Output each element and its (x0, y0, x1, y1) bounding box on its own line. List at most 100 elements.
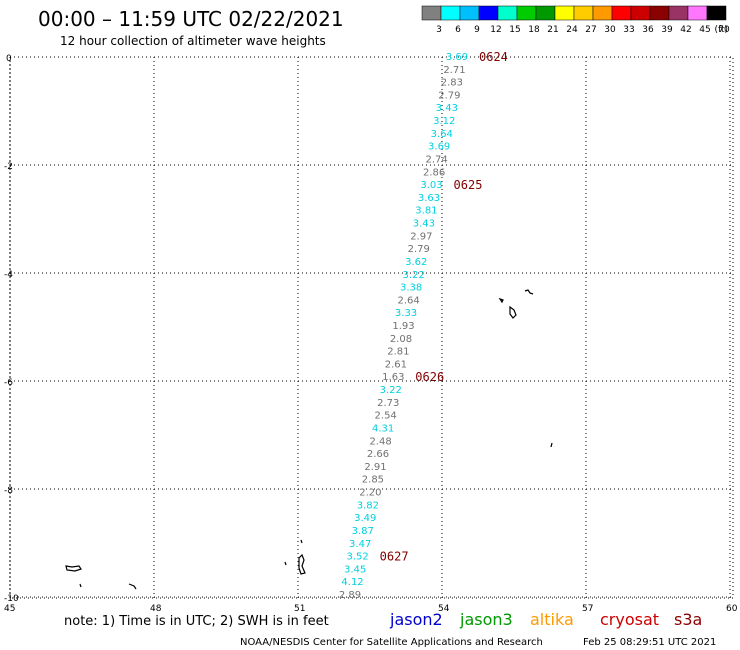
wave-height-value: 2.97 (410, 231, 432, 242)
color-scale-label: 27 (585, 25, 596, 35)
wave-height-value: 3.63 (418, 193, 440, 204)
wave-height-value: 2.73 (377, 398, 399, 409)
color-swatch (440, 5, 461, 21)
color-swatch (421, 5, 442, 21)
wave-height-value: 3.43 (413, 219, 435, 230)
map-subtitle: 12 hour collection of altimeter wave hei… (60, 34, 326, 48)
lon-label: 57 (582, 604, 593, 614)
wave-height-value: 2.08 (390, 334, 412, 345)
footer-note: note: 1) Time is in UTC; 2) SWH is in fe… (64, 614, 329, 629)
color-swatch (611, 5, 632, 21)
island-shape (498, 297, 504, 304)
wave-height-value: 2.20 (359, 488, 381, 499)
color-swatch (687, 5, 708, 21)
color-scale-label: 24 (566, 25, 578, 35)
lat-label: -6 (4, 378, 13, 388)
lon-label: 48 (150, 604, 162, 614)
wave-height-value: 3.03 (420, 180, 442, 191)
satellite-name: jason2 (389, 610, 443, 629)
color-scale-label: 21 (547, 25, 558, 35)
track-time-label: 0627 (380, 550, 409, 564)
wave-height-value: 2.71 (443, 65, 465, 76)
island-shape (524, 289, 534, 295)
island-shape (298, 553, 306, 575)
wave-height-value: 2.81 (387, 347, 409, 358)
color-swatch (516, 5, 537, 21)
wave-height-value: 2.89 (339, 590, 361, 601)
color-swatch (535, 5, 556, 21)
color-scale-label: 39 (661, 25, 673, 35)
track-time-label: 0625 (454, 178, 483, 192)
satellite-name: altika (530, 610, 574, 629)
wave-height-value: 3.81 (415, 206, 437, 217)
lat-label: -2 (4, 162, 13, 172)
color-scale-label: 33 (623, 25, 634, 35)
wave-height-value: 3.64 (431, 129, 453, 140)
lon-label: 60 (726, 604, 738, 614)
wave-height-value: 2.83 (441, 78, 463, 89)
color-swatch (459, 5, 480, 21)
lat-label: -4 (4, 270, 13, 280)
island-shape (284, 561, 287, 566)
color-scale-label: 3 (436, 25, 442, 35)
color-swatch (478, 5, 499, 21)
color-scale-unit: (ft) (714, 25, 728, 35)
wave-height-value: 4.31 (372, 423, 394, 434)
island-shape (300, 539, 303, 544)
wave-height-value: 2.48 (369, 436, 391, 447)
color-scale-label: 12 (490, 25, 501, 35)
wave-height-value: 2.61 (385, 359, 407, 370)
color-scale-label: 18 (528, 25, 540, 35)
color-scale-label: 45 (699, 25, 710, 35)
color-scale-label: 9 (474, 25, 480, 35)
wave-height-value: 3.38 (400, 283, 422, 294)
timestamp-text: Feb 25 08:29:51 UTC 2021 (583, 637, 716, 648)
credit-text: NOAA/NESDIS Center for Satellite Applica… (240, 637, 543, 648)
island-shape (550, 442, 553, 448)
wave-height-value: 4.12 (341, 577, 363, 588)
color-scale-label: 42 (680, 25, 691, 35)
color-swatch (630, 5, 651, 21)
wave-height-value: 3.45 (344, 564, 366, 575)
wave-height-value: 3.52 (347, 552, 369, 563)
island-shape (509, 305, 517, 319)
wave-height-value: 3.69 (446, 52, 468, 63)
wave-height-value: 3.22 (380, 385, 402, 396)
wave-height-value: 2.66 (367, 449, 389, 460)
island-shape (65, 565, 82, 572)
wave-height-value: 2.91 (364, 462, 386, 473)
track-time-label: 0626 (415, 370, 444, 384)
color-scale-label: 15 (509, 25, 520, 35)
lon-label: 45 (4, 604, 15, 614)
lat-label: -10 (4, 594, 19, 604)
color-swatch (592, 5, 613, 21)
color-scale-label: 70 (718, 25, 730, 35)
track-time-label: 0624 (479, 50, 508, 64)
wave-height-value: 3.62 (405, 257, 427, 268)
wave-height-value: 2.64 (397, 295, 419, 306)
satellite-name: jason3 (459, 610, 513, 629)
color-scale-label: 30 (604, 25, 616, 35)
color-swatch (668, 5, 689, 21)
wave-height-value: 3.82 (357, 500, 379, 511)
wave-height-value: 3.49 (354, 513, 376, 524)
wave-height-value: 2.86 (423, 167, 445, 178)
color-scale-label: 36 (642, 25, 654, 35)
wave-height-value: 2.85 (362, 475, 384, 486)
land-islands (65, 289, 553, 590)
wave-height-value: 3.33 (395, 308, 417, 319)
wave-height-value: 1.93 (392, 321, 414, 332)
wave-height-value: 1.63 (382, 372, 404, 383)
wave-height-value: 2.74 (425, 154, 447, 165)
map-title: 00:00 – 11:59 UTC 02/22/2021 (38, 7, 344, 31)
color-scale-legend: 3 6 9 12 15 18 21 24 27 30 33 36 39 42 45 70(ft) (421, 5, 730, 35)
satellite-legend: jason2 jason3 altika cryosat s3a (389, 610, 702, 629)
color-scale-label: 6 (455, 25, 461, 35)
lon-label: 51 (294, 604, 305, 614)
wave-height-value: 3.47 (349, 539, 371, 550)
wave-height-value: 2.79 (438, 90, 460, 101)
color-swatch (649, 5, 670, 21)
wave-height-value: 3.43 (436, 103, 458, 114)
wave-height-value: 3.22 (403, 270, 425, 281)
